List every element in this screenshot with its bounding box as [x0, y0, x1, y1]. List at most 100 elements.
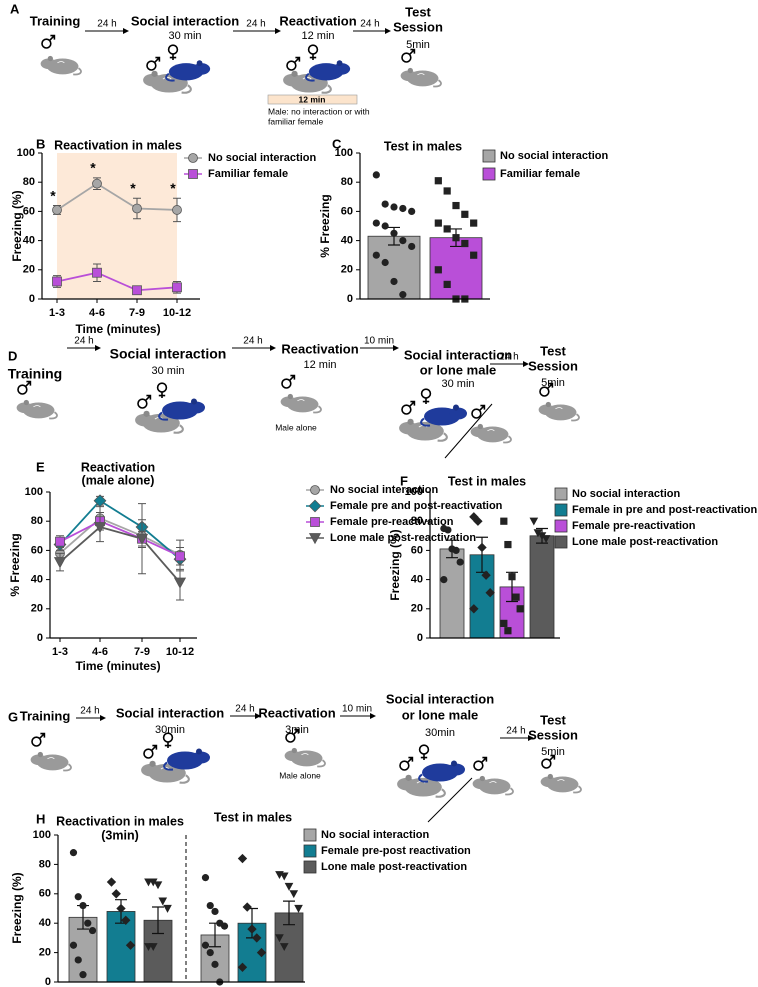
- individual-point: [242, 902, 252, 912]
- legend-swatch: [554, 503, 568, 517]
- series-line: [56, 182, 178, 211]
- x-tick-label: 4-6: [92, 646, 108, 658]
- time-bar-label: 12 min: [299, 94, 326, 104]
- step-label: Session: [528, 358, 578, 373]
- rat-icon: [539, 772, 582, 794]
- male-symbol: [401, 48, 416, 63]
- x-tick-label: 7-9: [134, 646, 150, 658]
- individual-point: [79, 971, 87, 979]
- individual-point: [443, 187, 451, 195]
- data-point: [93, 494, 107, 508]
- individual-point: [206, 901, 214, 910]
- individual-point: [508, 573, 516, 581]
- individual-point: [470, 251, 478, 259]
- individual-point: [211, 960, 219, 968]
- individual-point: [512, 593, 520, 601]
- individual-point: [211, 907, 219, 916]
- chart-title: Reactivation: [81, 460, 155, 474]
- individual-point: [461, 210, 469, 218]
- note: familiar female: [268, 116, 324, 126]
- individual-point: [516, 605, 524, 613]
- note: Male: no interaction or with: [268, 106, 370, 116]
- male-symbol: [41, 34, 56, 49]
- legend-swatch: [482, 167, 496, 181]
- legend-label: No social interaction: [500, 150, 608, 162]
- y-tick-label: 80: [39, 858, 51, 870]
- rat-icon: [469, 422, 512, 444]
- legend-label: Familiar female: [500, 168, 580, 180]
- step-label: Social interaction: [110, 346, 227, 362]
- legend-label: No social interaction: [321, 829, 429, 841]
- step-duration: 12 min: [303, 359, 336, 371]
- rat-icon: [279, 392, 322, 414]
- male-symbol: [146, 56, 161, 71]
- step-note: Male alone: [279, 770, 321, 780]
- step-label: Training: [8, 366, 62, 382]
- data-point: [55, 536, 65, 547]
- data-point: [52, 205, 62, 215]
- female-symbol: [307, 44, 319, 60]
- male-symbol: [17, 380, 32, 395]
- male-symbol: [143, 744, 158, 759]
- legend-swatch: [482, 149, 496, 163]
- legend-label: Familiar female: [208, 168, 288, 180]
- legend-label: Lone male post-reactivation: [321, 861, 467, 873]
- female-symbol: [156, 382, 168, 398]
- individual-point: [372, 251, 380, 259]
- individual-point: [116, 903, 126, 914]
- y-tick-label: 100: [25, 486, 43, 498]
- rat-icon: [399, 66, 442, 88]
- y-axis-label: Freezing (%): [388, 529, 402, 600]
- x-tick-label: 1-3: [49, 307, 65, 319]
- individual-point: [284, 882, 294, 891]
- individual-point: [541, 535, 551, 544]
- y-tick-label: 100: [405, 486, 423, 498]
- individual-point: [444, 526, 452, 534]
- individual-point: [237, 853, 248, 864]
- data-point: [53, 557, 67, 569]
- data-point: [173, 577, 187, 589]
- individual-point: [279, 943, 289, 952]
- individual-point: [111, 889, 121, 899]
- x-tick-label: 1-3: [52, 646, 68, 658]
- female-symbol: [167, 44, 179, 60]
- rat-icon: [39, 54, 82, 76]
- individual-point: [220, 922, 229, 930]
- error-bar: [283, 900, 295, 926]
- step-label: Reactivation: [281, 341, 358, 356]
- y-tick-label: 80: [411, 515, 423, 527]
- y-tick-label: 40: [411, 574, 423, 586]
- step-label: Training: [20, 708, 71, 723]
- step-note: Male alone: [275, 422, 317, 432]
- individual-point: [434, 177, 442, 185]
- data-point: [172, 205, 182, 215]
- individual-point: [252, 933, 262, 943]
- step-label: Session: [528, 727, 578, 742]
- significance-mark: *: [170, 180, 176, 196]
- data-point: [132, 285, 142, 296]
- step-duration: 30 min: [168, 30, 201, 42]
- x-axis-label: Time (minutes): [75, 659, 160, 673]
- chart-title: (male alone): [82, 473, 155, 487]
- y-tick-label: 80: [23, 176, 35, 188]
- step-duration: 30min: [155, 724, 185, 736]
- series-line: [59, 520, 181, 558]
- individual-point: [289, 890, 299, 899]
- time-bar: [267, 94, 358, 105]
- panel-label: D: [8, 348, 17, 363]
- data-point: [92, 267, 102, 278]
- individual-point: [399, 204, 407, 213]
- individual-point: [256, 947, 267, 958]
- legend-swatch: [303, 844, 317, 858]
- interval: 24 h: [235, 704, 254, 715]
- group-title: Test in males: [214, 810, 292, 824]
- legend-label: No social interaction: [208, 152, 316, 164]
- individual-point: [163, 904, 172, 913]
- legend-marker: [188, 169, 198, 179]
- y-tick-label: 100: [17, 147, 35, 159]
- step-duration: 30 min: [151, 365, 184, 377]
- individual-point: [148, 943, 158, 952]
- y-tick-label: 40: [341, 235, 353, 247]
- legend-label: Lone male post-reactivation: [572, 536, 718, 548]
